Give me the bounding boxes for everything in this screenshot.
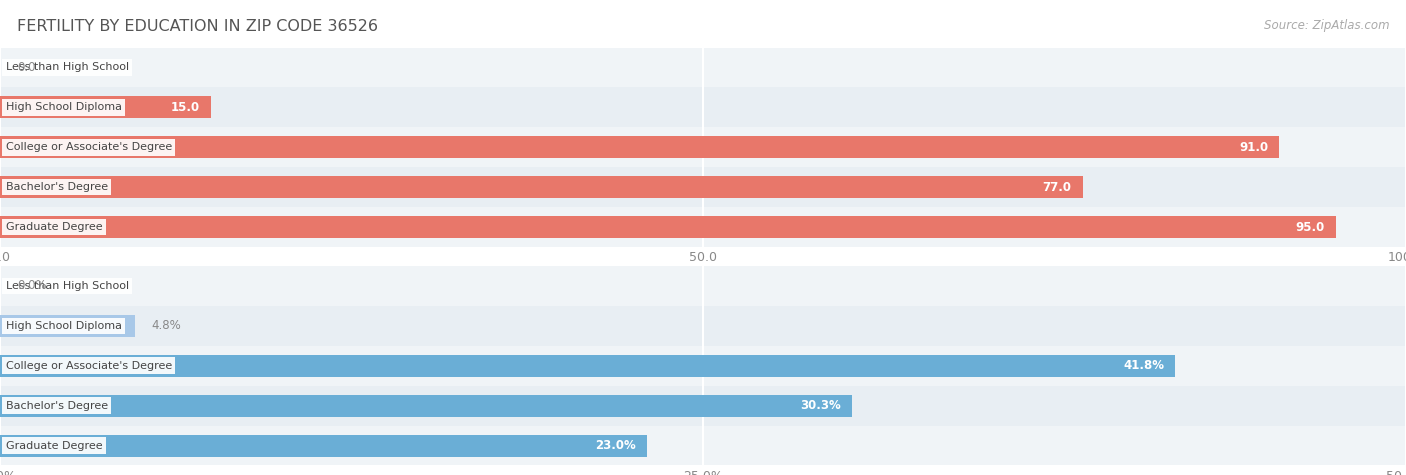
Text: Less than High School: Less than High School [6, 62, 129, 73]
Text: Graduate Degree: Graduate Degree [6, 222, 103, 232]
Text: Bachelor's Degree: Bachelor's Degree [6, 400, 108, 411]
Bar [0, 315, 135, 337]
Text: 0.0%: 0.0% [17, 279, 46, 293]
Bar [0, 435, 647, 456]
Text: Source: ZipAtlas.com: Source: ZipAtlas.com [1264, 19, 1389, 32]
Bar [0, 266, 1406, 306]
Text: High School Diploma: High School Diploma [6, 102, 122, 113]
Bar [0, 355, 1175, 377]
Bar [0, 395, 852, 417]
Text: Graduate Degree: Graduate Degree [6, 440, 103, 451]
Bar [0, 426, 1406, 466]
Bar [0, 87, 1406, 127]
Bar [0, 306, 1406, 346]
Text: College or Associate's Degree: College or Associate's Degree [6, 361, 172, 371]
Bar [0, 216, 1336, 238]
Text: Less than High School: Less than High School [6, 281, 129, 291]
Text: 0.0: 0.0 [17, 61, 35, 74]
Text: 41.8%: 41.8% [1123, 359, 1164, 372]
Text: FERTILITY BY EDUCATION IN ZIP CODE 36526: FERTILITY BY EDUCATION IN ZIP CODE 36526 [17, 19, 378, 34]
Bar [0, 136, 1279, 158]
Bar [0, 386, 1406, 426]
Text: 23.0%: 23.0% [595, 439, 636, 452]
Bar [0, 167, 1406, 207]
Text: 15.0: 15.0 [170, 101, 200, 114]
Bar [0, 96, 211, 118]
Text: College or Associate's Degree: College or Associate's Degree [6, 142, 172, 152]
Text: 95.0: 95.0 [1295, 220, 1324, 234]
Bar [0, 48, 1406, 87]
Text: 91.0: 91.0 [1239, 141, 1268, 154]
Text: 4.8%: 4.8% [152, 319, 181, 332]
Bar [0, 207, 1406, 247]
Bar [0, 127, 1406, 167]
Bar [0, 346, 1406, 386]
Text: High School Diploma: High School Diploma [6, 321, 122, 331]
Text: 77.0: 77.0 [1042, 180, 1071, 194]
Text: Bachelor's Degree: Bachelor's Degree [6, 182, 108, 192]
Text: 30.3%: 30.3% [800, 399, 841, 412]
Bar [0, 176, 1083, 198]
